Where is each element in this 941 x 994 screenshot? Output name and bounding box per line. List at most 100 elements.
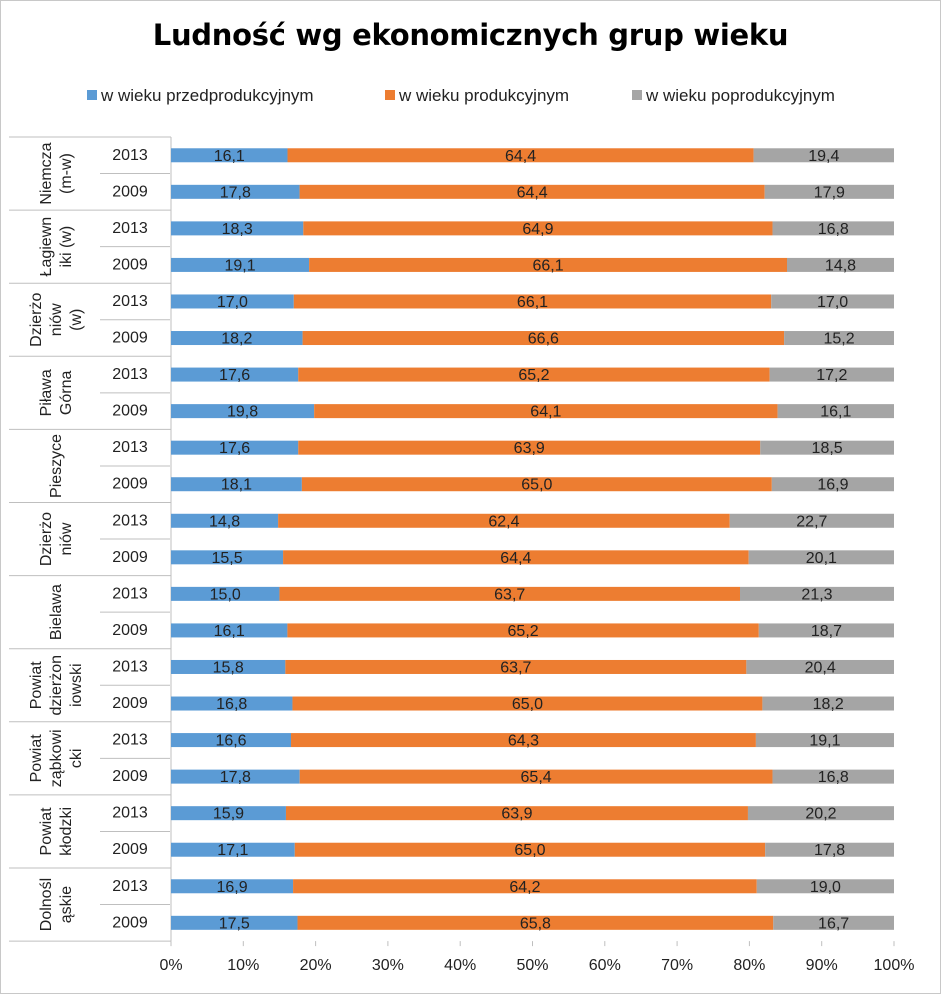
data-label: 16,7 bbox=[818, 915, 849, 932]
data-label: 66,1 bbox=[532, 257, 563, 274]
year-label: 2009 bbox=[112, 330, 148, 347]
year-label: 2013 bbox=[112, 220, 148, 237]
bar-segment-1 bbox=[171, 257, 310, 272]
bar-segment-1 bbox=[171, 623, 288, 638]
year-label: 2013 bbox=[112, 147, 148, 164]
category-label: Bielawa bbox=[48, 584, 65, 640]
bar-segment-1 bbox=[171, 733, 292, 748]
data-label: 16,8 bbox=[818, 769, 849, 786]
legend-item-productive: w wieku produkcyjnym bbox=[385, 86, 569, 106]
data-label: 17,9 bbox=[814, 184, 845, 201]
legend-item-postproductive: w wieku poprodukcyjnym bbox=[632, 86, 835, 106]
bar-segment-1 bbox=[171, 842, 295, 857]
category-label: ąskie bbox=[58, 886, 75, 923]
category-label: Dzierżo bbox=[38, 512, 55, 566]
category-label: cki bbox=[68, 749, 85, 769]
data-label: 20,4 bbox=[805, 659, 836, 676]
data-label: 15,2 bbox=[823, 331, 854, 348]
x-tick-label: 90% bbox=[806, 957, 838, 974]
data-label: 15,9 bbox=[213, 806, 244, 823]
data-label: 17,8 bbox=[814, 842, 845, 859]
data-label: 16,1 bbox=[214, 623, 245, 640]
data-label: 62,4 bbox=[488, 513, 519, 530]
category-label: Powiat bbox=[28, 734, 45, 783]
year-label: 2009 bbox=[112, 841, 148, 858]
bar-segment-3 bbox=[772, 769, 894, 784]
year-label: 2009 bbox=[112, 403, 148, 420]
data-label: 65,0 bbox=[512, 696, 543, 713]
bar-segment-2 bbox=[279, 586, 741, 601]
bar-segment-1 bbox=[171, 477, 302, 492]
year-label: 2013 bbox=[112, 805, 148, 822]
data-label: 64,9 bbox=[522, 221, 553, 238]
data-label: 65,0 bbox=[521, 477, 552, 494]
bar-segment-2 bbox=[291, 733, 756, 748]
category-label: niów bbox=[48, 303, 65, 336]
data-label: 17,6 bbox=[219, 367, 250, 384]
category-label: Dolnośl bbox=[38, 878, 55, 931]
legend-label-postproductive: w wieku poprodukcyjnym bbox=[646, 86, 835, 105]
bar-segment-3 bbox=[747, 806, 894, 821]
bar-segment-1 bbox=[171, 404, 315, 419]
data-label: 17,8 bbox=[220, 184, 251, 201]
year-label: 2009 bbox=[112, 695, 148, 712]
year-label: 2009 bbox=[112, 183, 148, 200]
bar-segment-1 bbox=[171, 184, 300, 199]
bar-segment-3 bbox=[753, 148, 894, 163]
bar-segment-1 bbox=[171, 550, 284, 565]
bar-segment-1 bbox=[171, 769, 300, 784]
year-label: 2013 bbox=[112, 366, 148, 383]
bar-segment-2 bbox=[292, 696, 763, 711]
x-tick-label: 70% bbox=[661, 957, 693, 974]
category-label: (w) bbox=[68, 309, 85, 331]
data-label: 17,8 bbox=[220, 769, 251, 786]
bar-segment-1 bbox=[171, 806, 286, 821]
category-label: iki (w) bbox=[58, 226, 75, 268]
year-label: 2009 bbox=[112, 622, 148, 639]
data-label: 65,2 bbox=[518, 367, 549, 384]
bar-segment-3 bbox=[777, 404, 894, 419]
year-label: 2009 bbox=[112, 256, 148, 273]
data-label: 19,0 bbox=[810, 879, 841, 896]
data-label: 66,6 bbox=[528, 331, 559, 348]
bar-segment-2 bbox=[301, 477, 772, 492]
data-label: 18,2 bbox=[813, 696, 844, 713]
bar-segment-2 bbox=[309, 257, 787, 272]
bar-segment-2 bbox=[287, 623, 759, 638]
bar-segment-3 bbox=[764, 184, 894, 199]
data-label: 65,0 bbox=[514, 842, 545, 859]
bar-segment-3 bbox=[746, 659, 894, 674]
category-label: Niemcza bbox=[38, 142, 55, 204]
x-tick-label: 60% bbox=[589, 957, 621, 974]
bar-segment-1 bbox=[171, 331, 303, 346]
bar-segment-3 bbox=[772, 221, 894, 236]
x-tick-label: 100% bbox=[874, 957, 915, 974]
category-label: Górna bbox=[58, 371, 75, 416]
x-tick-label: 50% bbox=[516, 957, 548, 974]
legend-label-productive: w wieku produkcyjnym bbox=[399, 86, 570, 105]
data-label: 63,9 bbox=[501, 806, 532, 823]
bar-segment-1 bbox=[171, 915, 298, 930]
x-tick-label: 10% bbox=[227, 957, 259, 974]
data-label: 15,8 bbox=[213, 659, 244, 676]
category-label: Pieszyce bbox=[48, 434, 65, 498]
data-label: 65,4 bbox=[521, 769, 552, 786]
category-label: niów bbox=[58, 522, 75, 555]
bar-segment-3 bbox=[786, 257, 894, 272]
category-label: Powiat bbox=[38, 807, 55, 856]
bar-segment-1 bbox=[171, 586, 280, 601]
data-label: 17,2 bbox=[816, 367, 847, 384]
category-label: (m-w) bbox=[58, 153, 75, 194]
bar-segment-2 bbox=[283, 550, 749, 565]
data-label: 18,2 bbox=[221, 331, 252, 348]
data-label: 19,1 bbox=[224, 257, 255, 274]
data-label: 66,1 bbox=[517, 294, 548, 311]
data-label: 17,0 bbox=[817, 294, 848, 311]
data-label: 16,9 bbox=[216, 879, 247, 896]
year-label: 2013 bbox=[112, 878, 148, 895]
data-label: 63,9 bbox=[514, 440, 545, 457]
bar-segment-3 bbox=[769, 367, 894, 382]
data-label: 16,8 bbox=[818, 221, 849, 238]
legend-swatch-postproductive bbox=[632, 89, 642, 100]
